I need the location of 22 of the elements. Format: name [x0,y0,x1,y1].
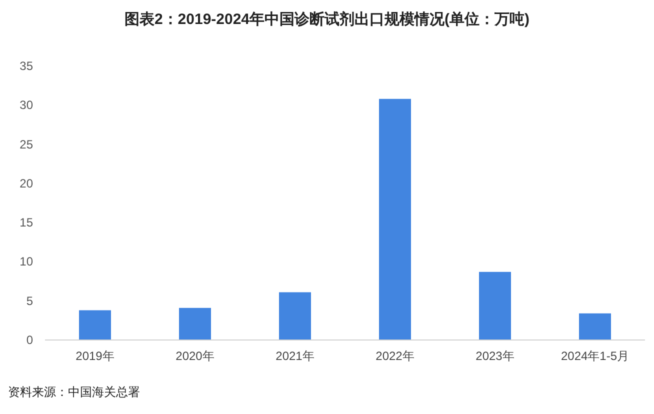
y-tick-label: 15 [20,216,34,230]
y-tick-label: 10 [20,254,34,269]
y-tick-label: 35 [20,59,34,73]
y-tick-label: 30 [20,98,34,112]
bar [579,313,611,340]
x-tick-label: 2021年 [276,349,314,363]
text: 资料来源：中国海关总署 [8,385,140,399]
bar [379,98,411,340]
x-tick-label: 2024年1-5月 [560,349,630,363]
x-tick-label: 2019年 [76,349,114,363]
chart-title: 图表2：2019-2024年中国诊断试剂出口规模情况(单位：万吨) [124,10,530,28]
y-tick-label: 20 [20,176,34,190]
bar [279,292,311,340]
x-tick-label: 2020年 [176,349,214,363]
y-tick-label: 25 [20,137,34,152]
bar [479,272,511,340]
x-tick-label: 2022年 [376,349,414,363]
y-tick-label: 0 [26,333,34,347]
bar [79,310,111,340]
y-tick-label: 5 [26,294,34,308]
bar [179,308,211,340]
x-tick-label: 2023年 [476,349,514,363]
